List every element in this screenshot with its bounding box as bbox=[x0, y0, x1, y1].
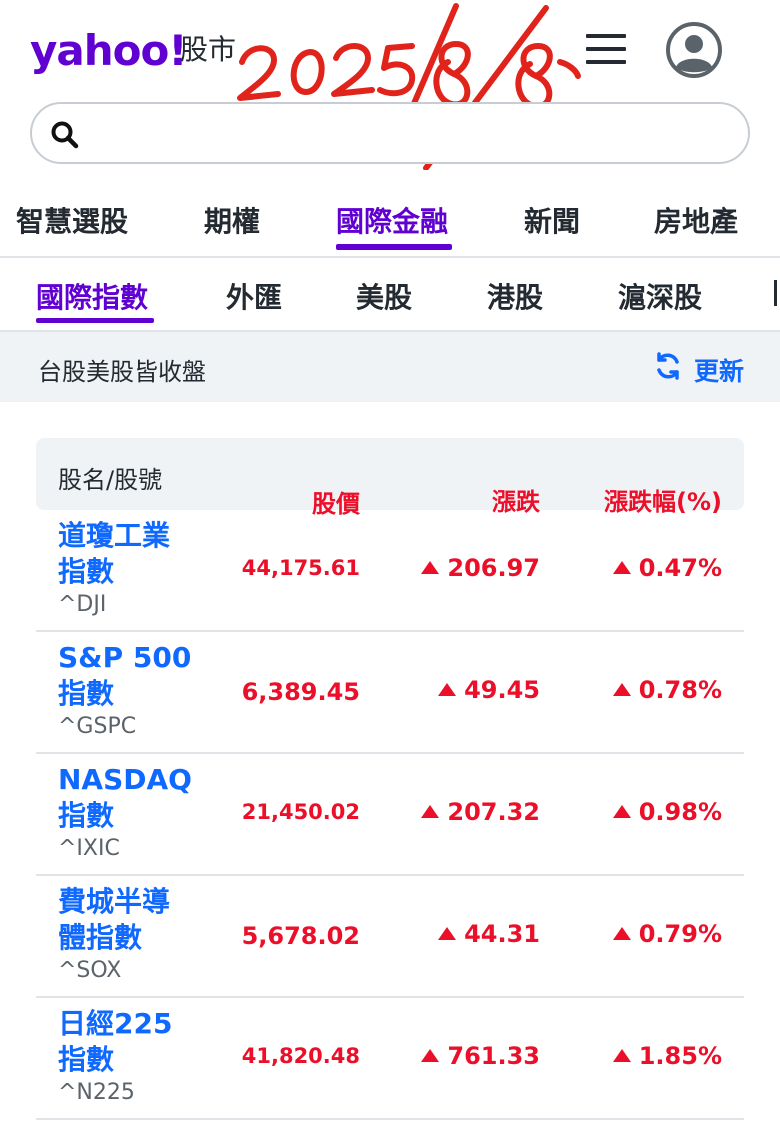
up-arrow-icon bbox=[612, 1049, 631, 1062]
index-change-pct: 0.47% bbox=[612, 554, 722, 582]
index-name[interactable]: 體指數 bbox=[58, 921, 143, 954]
index-name[interactable]: 指數 bbox=[58, 677, 115, 710]
active-subtab-indicator bbox=[36, 318, 154, 323]
index-name[interactable]: 指數 bbox=[58, 799, 115, 832]
change-pct-value: 0.78% bbox=[638, 676, 722, 704]
subtab-hk-stocks[interactable]: 港股 bbox=[487, 281, 544, 314]
primary-nav: 智慧選股 期權 國際金融 新聞 房地產 bbox=[0, 186, 780, 258]
menu-button[interactable] bbox=[586, 34, 626, 68]
header-change-pct: 漲跌幅(%) bbox=[604, 488, 722, 516]
menu-bar bbox=[586, 34, 626, 38]
table-row[interactable]: 道瓊工業 指數 ^DJI 44,175.61 206.97 0.47% bbox=[36, 510, 744, 632]
index-change-pct: 0.79% bbox=[612, 920, 722, 948]
table-header: 股名/股號 股價 漲跌 漲跌幅(%) bbox=[36, 438, 744, 518]
refresh-label: 更新 bbox=[694, 357, 745, 386]
change-value: 44.31 bbox=[464, 920, 540, 948]
up-arrow-icon bbox=[421, 1049, 440, 1062]
next-subtab-edge[interactable] bbox=[774, 280, 777, 306]
index-change-pct: 0.78% bbox=[612, 676, 722, 704]
market-status-text: 台股美股皆收盤 bbox=[38, 358, 206, 386]
index-price: 5,678.02 bbox=[241, 922, 360, 950]
up-arrow-icon bbox=[612, 805, 631, 818]
subtab-international-indices[interactable]: 國際指數 bbox=[36, 281, 149, 314]
up-arrow-icon bbox=[421, 805, 440, 818]
index-change: 207.32 bbox=[421, 798, 540, 826]
index-price: 6,389.45 bbox=[241, 678, 360, 706]
tab-real-estate[interactable]: 房地產 bbox=[654, 205, 739, 238]
section-title: 股市 bbox=[180, 33, 237, 66]
index-name[interactable]: 指數 bbox=[58, 555, 115, 588]
up-arrow-icon bbox=[438, 927, 457, 940]
change-value: 761.33 bbox=[447, 1042, 540, 1070]
table-row[interactable]: 日經225 指數 ^N225 41,820.48 761.33 1.85% bbox=[36, 998, 744, 1120]
table-row[interactable]: NASDAQ 指數 ^IXIC 21,450.02 207.32 0.98% bbox=[36, 754, 744, 876]
secondary-nav: 國際指數 外匯 美股 港股 滬深股 bbox=[0, 258, 780, 332]
handwritten-date-annotation bbox=[237, 3, 581, 170]
subtab-us-stocks[interactable]: 美股 bbox=[356, 281, 413, 314]
index-name[interactable]: 道瓊工業 bbox=[58, 519, 171, 552]
index-change-pct: 1.85% bbox=[612, 1042, 722, 1070]
change-pct-value: 0.47% bbox=[638, 554, 722, 582]
table-row[interactable]: S&P 500 指數 ^GSPC 6,389.45 49.45 0.78% bbox=[36, 632, 744, 754]
search-icon[interactable] bbox=[50, 120, 80, 150]
menu-bar bbox=[586, 60, 626, 64]
user-avatar-icon[interactable] bbox=[666, 22, 722, 78]
tab-international-finance[interactable]: 國際金融 bbox=[336, 205, 449, 238]
index-name[interactable]: 指數 bbox=[58, 1043, 115, 1076]
search-box[interactable] bbox=[30, 102, 750, 164]
refresh-icon bbox=[657, 352, 679, 380]
index-change: 49.45 bbox=[438, 676, 540, 704]
index-name[interactable]: S&P 500 bbox=[58, 641, 192, 674]
index-symbol: ^IXIC bbox=[58, 836, 120, 861]
index-price: 41,820.48 bbox=[241, 1044, 360, 1068]
index-symbol: ^SOX bbox=[58, 958, 122, 983]
change-value: 49.45 bbox=[464, 676, 540, 704]
index-change: 44.31 bbox=[438, 920, 540, 948]
up-arrow-icon bbox=[612, 927, 631, 940]
subtab-china-stocks[interactable]: 滬深股 bbox=[618, 281, 703, 314]
table-row[interactable]: 費城半導 體指數 ^SOX 5,678.02 44.31 0.79% bbox=[36, 876, 744, 998]
change-value: 207.32 bbox=[447, 798, 540, 826]
active-tab-indicator bbox=[336, 244, 452, 250]
change-pct-value: 0.79% bbox=[638, 920, 722, 948]
up-arrow-icon bbox=[421, 561, 440, 574]
header: yahoo! 股市 bbox=[0, 0, 780, 180]
market-status-bar: 台股美股皆收盤 更新 bbox=[0, 332, 780, 402]
index-price: 21,450.02 bbox=[241, 800, 360, 824]
change-pct-value: 1.85% bbox=[638, 1042, 722, 1070]
index-change-pct: 0.98% bbox=[612, 798, 722, 826]
header-price: 股價 bbox=[312, 490, 360, 518]
indices-table: 股名/股號 股價 漲跌 漲跌幅(%) 道瓊工業 指數 ^DJI 44,175.6… bbox=[36, 438, 744, 1120]
index-change: 761.33 bbox=[421, 1042, 540, 1070]
index-price: 44,175.61 bbox=[241, 556, 360, 580]
tab-news[interactable]: 新聞 bbox=[524, 205, 581, 238]
index-name[interactable]: 費城半導 bbox=[58, 885, 171, 918]
tab-options[interactable]: 期權 bbox=[204, 205, 261, 238]
subtab-forex[interactable]: 外匯 bbox=[226, 281, 283, 314]
index-name[interactable]: NASDAQ bbox=[58, 763, 192, 796]
index-symbol: ^N225 bbox=[58, 1080, 135, 1105]
header-change: 漲跌 bbox=[492, 488, 540, 516]
index-symbol: ^GSPC bbox=[58, 714, 137, 739]
change-value: 206.97 bbox=[447, 554, 540, 582]
index-change: 206.97 bbox=[421, 554, 540, 582]
yahoo-logo[interactable]: yahoo! bbox=[30, 26, 187, 75]
index-symbol: ^DJI bbox=[58, 592, 107, 617]
tab-smart-screener[interactable]: 智慧選股 bbox=[16, 205, 129, 238]
header-name: 股名/股號 bbox=[58, 466, 163, 494]
up-arrow-icon bbox=[438, 683, 457, 696]
search-input[interactable] bbox=[96, 112, 720, 156]
menu-bar bbox=[586, 47, 626, 51]
change-pct-value: 0.98% bbox=[638, 798, 722, 826]
up-arrow-icon bbox=[612, 683, 631, 696]
up-arrow-icon bbox=[612, 561, 631, 574]
index-name[interactable]: 日經225 bbox=[58, 1007, 173, 1040]
